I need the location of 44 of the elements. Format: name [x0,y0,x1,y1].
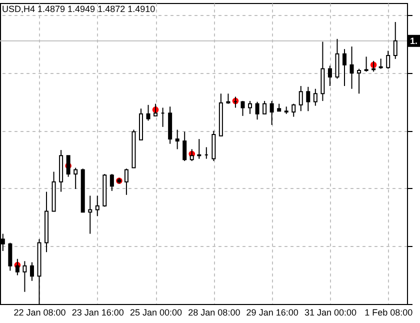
candlestick [298,86,303,112]
candlestick [22,260,27,292]
candlestick [15,258,20,276]
candlestick [95,195,100,217]
candlestick [8,242,12,272]
candlestick [255,101,260,120]
candlestick [154,103,158,116]
candlestick [110,174,114,192]
x-tick-label: 28 Jan 08:00 [188,308,240,318]
x-tick-label: 25 Jan 00:00 [130,308,182,318]
chart-title: USD,H4 1.4879 1.4949 1.4872 1.4910 [2,4,156,14]
candlestick [335,38,340,80]
x-tick-label: 29 Jan 16:00 [246,308,298,318]
x-tick-label: 1 Feb 08:00 [364,308,413,318]
candlestick [74,167,78,190]
ref-line-label: 1. [410,36,418,46]
candlestick [146,104,150,122]
candlestick [378,58,383,70]
candlestick [240,100,245,116]
candlestick [226,93,230,104]
candlestick [270,100,274,126]
candlestick [313,88,318,106]
candlestick [328,65,332,87]
candlestick [364,56,368,72]
candlestick [197,138,202,160]
candlestick [372,60,376,72]
candlestick [393,22,398,60]
candlestick [342,48,346,87]
candlestick [182,131,187,162]
candlestick [386,50,390,70]
candlestick [30,262,34,282]
candlestick [262,100,267,114]
x-tick-label: 22 Jan 08:00 [14,308,66,318]
candlestick [306,86,310,112]
x-tick-label: 23 Jan 16:00 [72,308,124,318]
candlestick [190,148,194,162]
candlestick [357,68,362,94]
candlestick [175,129,180,150]
candlestick [350,46,354,90]
candlestick [124,168,128,196]
candlestick [88,195,92,234]
x-tick-label: 31 Jan 00:00 [304,308,356,318]
candlestick [292,103,296,118]
candlestick [248,100,252,114]
